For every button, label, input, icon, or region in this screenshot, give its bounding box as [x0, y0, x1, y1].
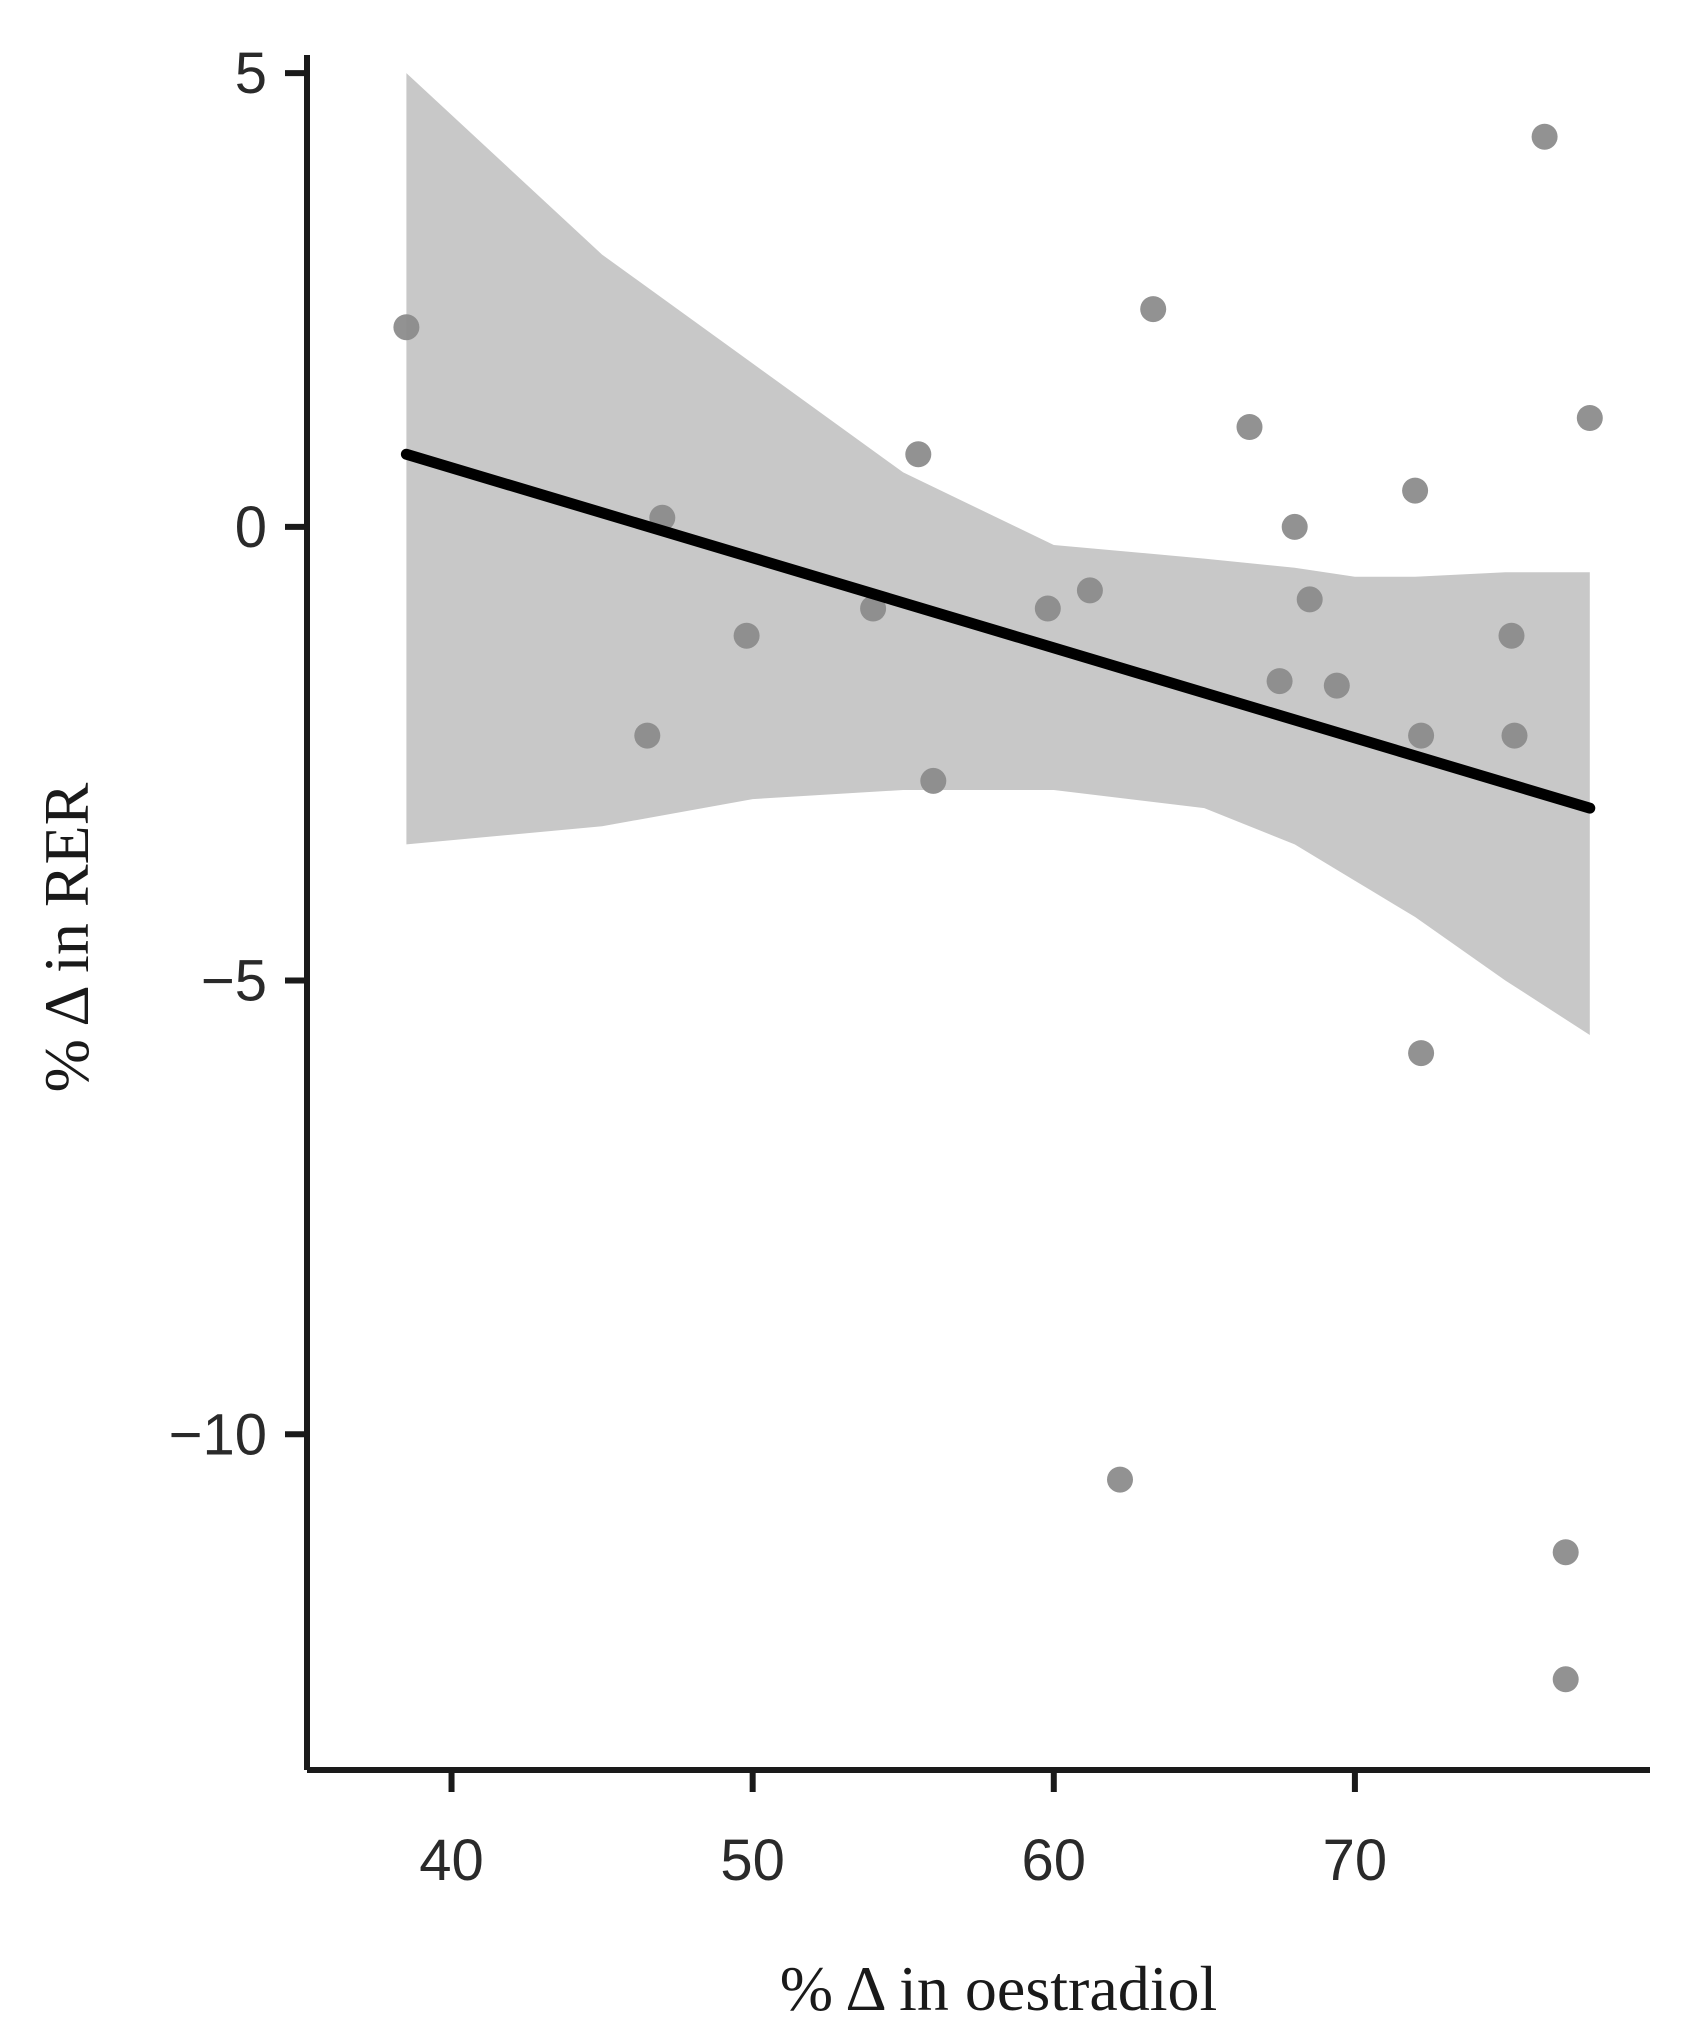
data-point [1266, 668, 1293, 695]
y-tick-label: −5 [201, 949, 267, 1014]
y-axis-title: % Δ in RER [31, 782, 102, 1092]
data-point [1552, 1666, 1579, 1693]
confidence-band [406, 73, 1590, 1036]
data-point [1296, 586, 1323, 613]
data-point [1281, 513, 1308, 540]
data-point [1076, 577, 1103, 604]
data-point [393, 314, 420, 341]
y-tick-label: 5 [235, 41, 267, 106]
x-tick-label: 50 [720, 1828, 785, 1893]
data-point [1034, 595, 1061, 622]
data-point [1408, 1040, 1435, 1067]
data-point [1531, 123, 1558, 150]
regression-line [400, 448, 1596, 814]
x-tick-label: 60 [1022, 1828, 1087, 1893]
data-point [1576, 405, 1603, 431]
x-axis-ticks: 40 50 60 70 [419, 1770, 1387, 1893]
data-point [1107, 1466, 1133, 1493]
data-point [634, 722, 661, 749]
y-tick-label: 0 [235, 495, 267, 560]
y-tick-label: −10 [169, 1402, 267, 1467]
data-point [1140, 296, 1167, 323]
y-axis-ticks: 5 0 −5 −10 [169, 41, 307, 1467]
data-point [860, 595, 887, 622]
data-point [905, 441, 932, 468]
data-points [393, 123, 1603, 1693]
data-point [1236, 414, 1263, 440]
data-point [1498, 622, 1525, 649]
x-tick-label: 70 [1323, 1828, 1388, 1893]
data-point [1323, 672, 1350, 699]
data-point [1408, 722, 1435, 749]
data-point [733, 622, 760, 649]
data-point [1402, 477, 1429, 504]
data-point [1501, 722, 1528, 749]
data-point [1552, 1539, 1579, 1566]
x-axis-title: % Δ in oestradiol [780, 1953, 1218, 2024]
data-point [920, 767, 947, 794]
x-tick-label: 40 [419, 1828, 484, 1893]
